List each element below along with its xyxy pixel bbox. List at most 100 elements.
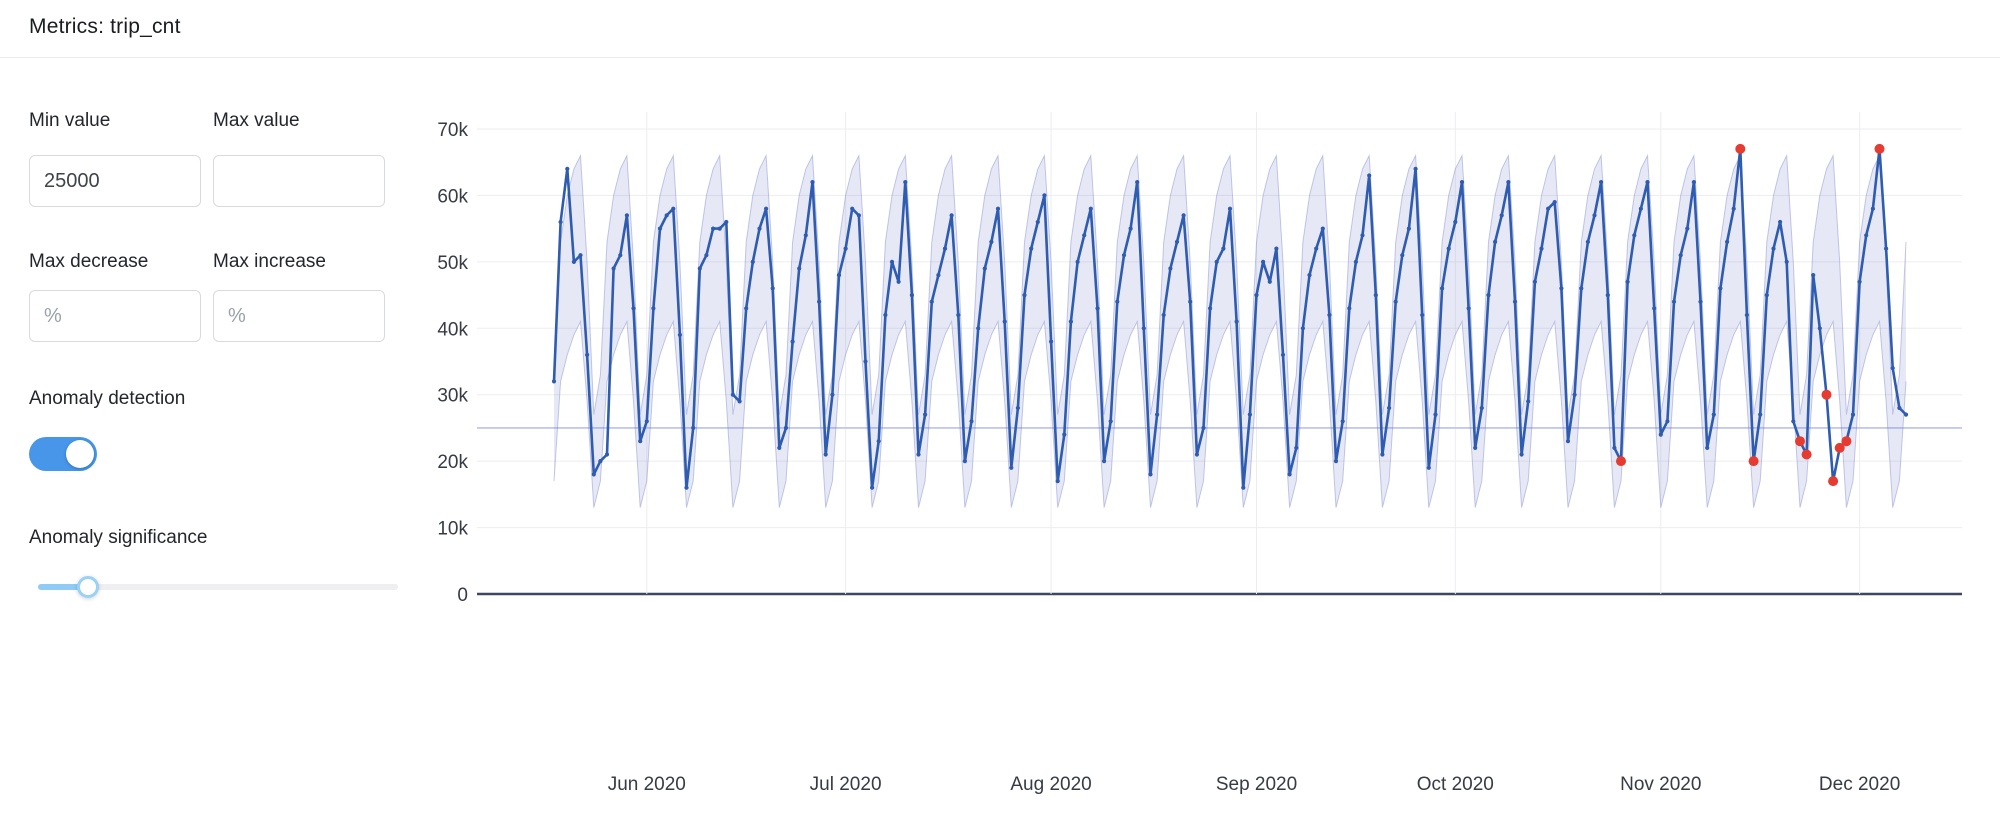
slider-track[interactable] [38, 584, 398, 590]
data-point-marker [1612, 445, 1617, 450]
confidence-band-upper-edge [553, 153, 1907, 415]
data-point-marker [1870, 206, 1875, 211]
data-point-marker [1274, 246, 1279, 251]
data-point-marker [598, 459, 603, 464]
data-point-marker [1294, 445, 1299, 450]
data-point-marker [1532, 279, 1537, 284]
data-point-marker [1811, 273, 1816, 278]
data-point-marker [618, 253, 623, 258]
data-point-marker [1512, 299, 1518, 304]
data-point-marker [929, 299, 934, 304]
data-point-marker [1280, 352, 1286, 357]
data-point-marker [1413, 166, 1418, 171]
data-point-marker [1579, 286, 1584, 291]
anomaly-dot [1616, 456, 1626, 467]
data-point-marker [1075, 259, 1080, 264]
data-point-marker [1234, 319, 1239, 324]
data-point-marker [1764, 293, 1769, 298]
data-point-marker [1466, 306, 1471, 311]
data-point-marker [1539, 246, 1544, 251]
slider-knob[interactable] [77, 576, 100, 598]
data-point-marker [671, 206, 676, 211]
data-point-marker [1718, 286, 1723, 291]
data-point-marker [1049, 339, 1054, 344]
data-point-marker [724, 219, 729, 225]
data-point-marker [1691, 180, 1696, 185]
data-point-marker [1705, 445, 1710, 450]
data-point-marker [1015, 405, 1021, 411]
anomaly-detection-label: Anomaly detection [29, 388, 186, 409]
y-tick-label: 20k [437, 452, 468, 473]
data-point-marker [565, 166, 570, 171]
max-increase-input[interactable] [213, 290, 385, 342]
data-point-marker [1850, 412, 1856, 417]
data-point-marker [803, 233, 808, 238]
data-point-marker [903, 180, 908, 185]
data-point-marker [949, 213, 954, 218]
data-point-marker [697, 266, 702, 271]
data-point-marker [1287, 472, 1292, 477]
anomaly-dot [1874, 143, 1885, 154]
x-gridlines-and-labels: Jun 2020 Jul 2020 Aug 2020 Sep 2020 Oct 2020… [608, 112, 1900, 795]
data-point-marker [916, 452, 921, 457]
data-point-marker [638, 439, 643, 444]
data-point-marker [1373, 293, 1378, 298]
data-point-marker [1479, 405, 1484, 411]
y-tick-label: 40k [437, 319, 468, 340]
data-point-marker [604, 452, 610, 457]
data-point-marker [1194, 452, 1199, 457]
data-point-marker [764, 206, 769, 211]
data-point-marker [1128, 226, 1133, 231]
data-point-marker [1214, 259, 1219, 264]
data-point-marker [836, 273, 842, 278]
anomaly-dot [1821, 389, 1832, 400]
toggle-knob[interactable] [66, 440, 94, 468]
data-point-marker [1002, 319, 1007, 324]
data-point-marker [976, 326, 981, 331]
data-point-marker [1526, 399, 1531, 404]
data-point-marker [1406, 226, 1411, 231]
data-point-marker [1731, 206, 1736, 211]
min-value-input[interactable] [29, 155, 201, 207]
data-point-marker [657, 226, 663, 231]
data-point-marker [823, 452, 828, 457]
data-point-marker [1599, 180, 1604, 185]
data-point-marker [1758, 412, 1763, 417]
data-point-marker [1459, 180, 1465, 185]
anomaly-detection-toggle[interactable] [29, 437, 97, 471]
data-point-marker [1141, 326, 1146, 331]
max-value-input[interactable] [213, 155, 385, 207]
data-point-marker [1360, 233, 1365, 238]
data-point-marker [1201, 425, 1206, 430]
data-point-marker [1638, 206, 1643, 211]
data-point-marker [909, 293, 915, 298]
data-point-marker [1340, 419, 1345, 424]
data-point-marker [558, 219, 563, 225]
max-decrease-input[interactable] [29, 290, 201, 342]
anomaly-significance-slider[interactable] [38, 570, 398, 604]
data-point-marker [1903, 412, 1909, 417]
data-point-marker [1671, 299, 1677, 304]
min-value-label: Min value [29, 110, 111, 131]
x-tick-label: Sep 2020 [1216, 774, 1297, 795]
data-point-marker [1784, 259, 1789, 264]
data-point-marker [1161, 312, 1166, 318]
data-point-marker [850, 206, 855, 211]
anomaly-markers [1616, 143, 1885, 487]
data-point-marker [711, 226, 716, 231]
anomaly-dot [1828, 476, 1839, 487]
data-point-marker [1333, 459, 1339, 464]
data-point-marker [1864, 233, 1869, 238]
data-point-marker [1095, 306, 1100, 311]
header-bar: Metrics: trip_cnt [0, 0, 2000, 58]
data-point-marker [677, 332, 683, 337]
data-point-marker [830, 392, 835, 397]
data-point-marker [1261, 259, 1266, 264]
data-point-marker [1426, 465, 1431, 470]
data-point-marker [923, 412, 928, 417]
page-title: Metrics: trip_cnt [29, 15, 181, 38]
data-point-marker [1546, 206, 1551, 211]
data-point-marker [790, 339, 795, 344]
